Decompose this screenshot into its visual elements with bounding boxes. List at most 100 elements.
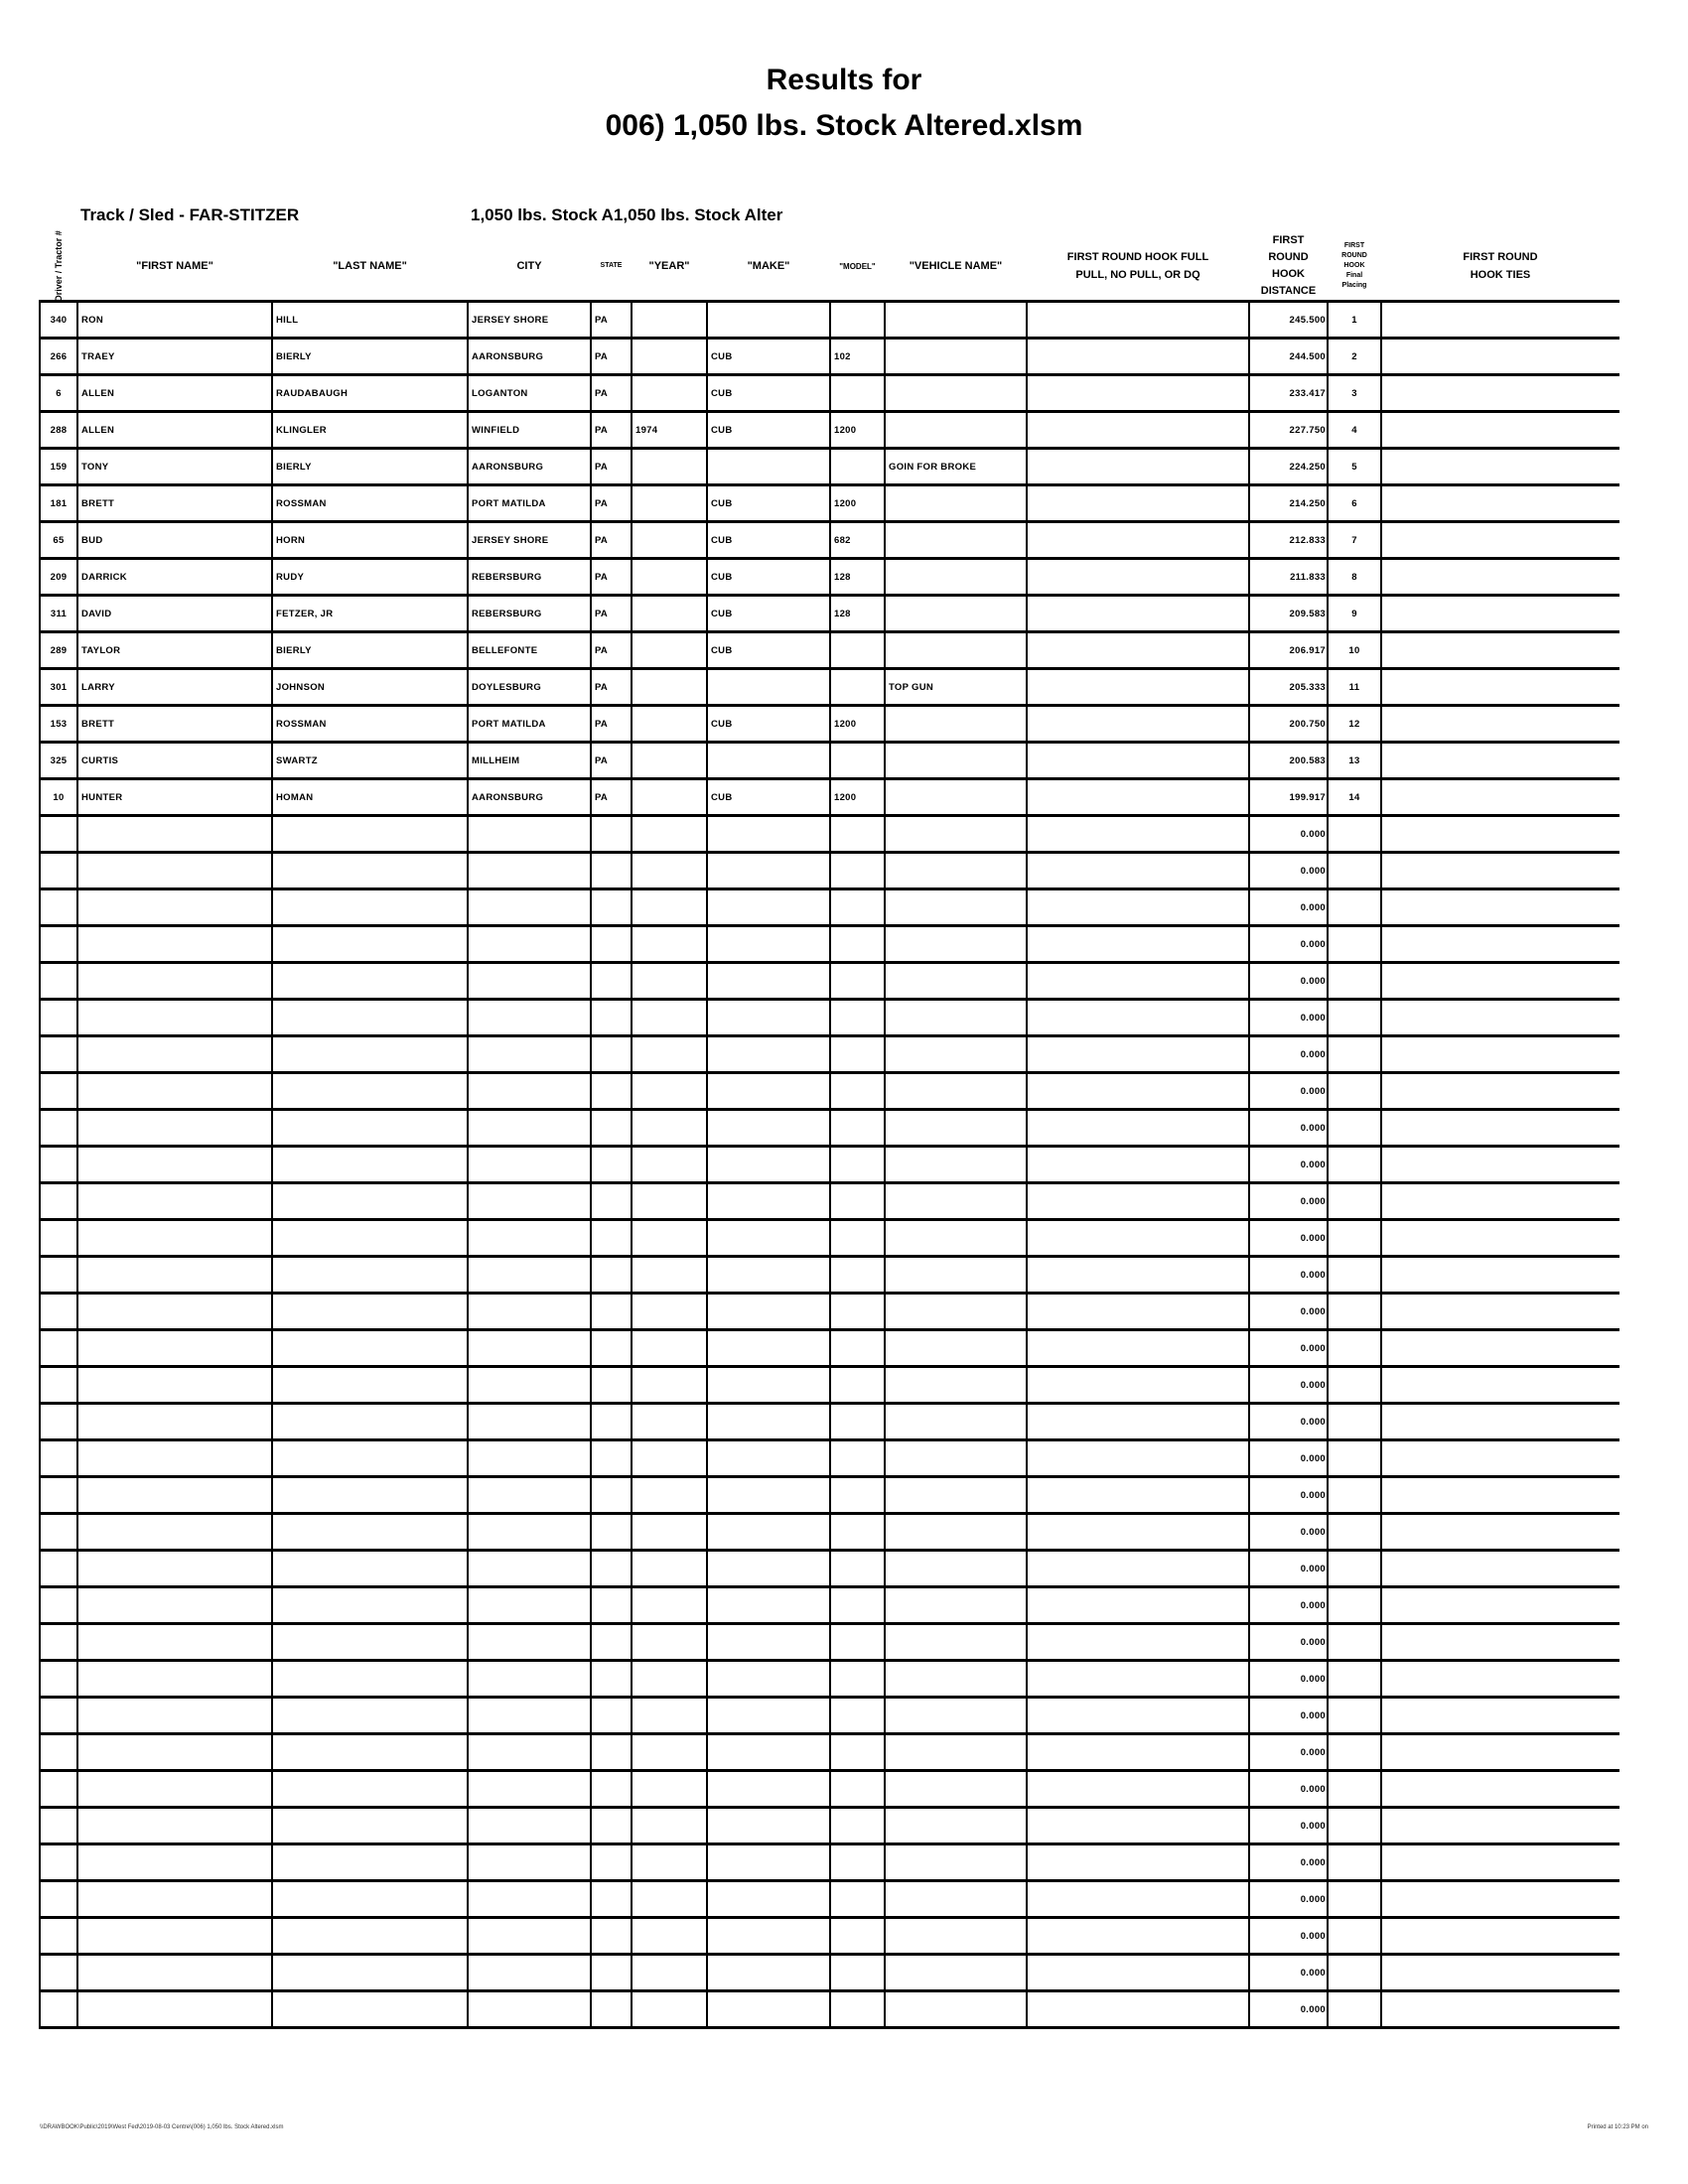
cell-state: PA: [590, 338, 632, 376]
cell-first-name: TRAEY: [76, 338, 272, 376]
col-header-make: "MAKE": [707, 232, 830, 303]
cell-state: [590, 1513, 632, 1552]
cell-year: [631, 1550, 707, 1588]
cell-year: [631, 1917, 707, 1956]
cell-driver-number: [39, 1990, 77, 2029]
cell-model: [829, 1807, 885, 1845]
cell-vehicle-name: TOP GUN: [884, 668, 1027, 707]
cell-ties: [1380, 1219, 1619, 1258]
cell-placing: 1: [1327, 301, 1381, 340]
cell-model: 682: [829, 521, 885, 560]
cell-make: [706, 1293, 830, 1331]
cell-placing: [1327, 1109, 1381, 1148]
cell-city: [467, 1623, 591, 1662]
cell-placing: [1327, 925, 1381, 964]
cell-driver-number: [39, 1439, 77, 1478]
cell-state: PA: [590, 705, 632, 744]
cell-placing: [1327, 1843, 1381, 1882]
cell-vehicle-name: [884, 925, 1027, 964]
cell-model: [829, 1880, 885, 1919]
cell-placing: 10: [1327, 631, 1381, 670]
cell-last-name: JOHNSON: [271, 668, 468, 707]
cell-driver-number: 6: [39, 374, 77, 413]
cell-last-name: [271, 1954, 468, 1992]
col-header-distance: FIRST ROUND HOOK DISTANCE: [1249, 232, 1328, 303]
cell-distance: 209.583: [1248, 595, 1328, 633]
cell-placing: [1327, 1917, 1381, 1956]
cell-placing: [1327, 1660, 1381, 1699]
table-row: 0.000: [39, 1476, 1619, 1515]
cell-pull-result: [1026, 1550, 1249, 1588]
table-row: 0.000: [39, 1954, 1619, 1992]
cell-year: [631, 742, 707, 780]
cell-last-name: BIERLY: [271, 448, 468, 486]
cell-ties: [1380, 742, 1619, 780]
cell-vehicle-name: [884, 558, 1027, 597]
cell-city: JERSEY SHORE: [467, 301, 591, 340]
cell-model: [829, 1917, 885, 1956]
cell-distance: 0.000: [1248, 1513, 1328, 1552]
cell-state: [590, 1182, 632, 1221]
cell-vehicle-name: [884, 1586, 1027, 1625]
cell-ties: [1380, 411, 1619, 450]
cell-distance: 0.000: [1248, 1072, 1328, 1111]
cell-ties: [1380, 1403, 1619, 1441]
cell-ties: [1380, 925, 1619, 964]
cell-pull-result: [1026, 558, 1249, 597]
cell-driver-number: [39, 1146, 77, 1184]
cell-driver-number: 153: [39, 705, 77, 744]
cell-city: [467, 1329, 591, 1368]
cell-last-name: [271, 1476, 468, 1515]
cell-distance: 0.000: [1248, 1880, 1328, 1919]
col-header-ties: FIRST ROUND HOOK TIES: [1381, 232, 1619, 303]
cell-last-name: [271, 1146, 468, 1184]
cell-driver-number: [39, 1843, 77, 1882]
cell-placing: [1327, 1182, 1381, 1221]
cell-first-name: BUD: [76, 521, 272, 560]
cell-make: [706, 1513, 830, 1552]
cell-year: [631, 668, 707, 707]
cell-distance: 227.750: [1248, 411, 1328, 450]
cell-last-name: [271, 925, 468, 964]
cell-first-name: [76, 1586, 272, 1625]
cell-ties: [1380, 1733, 1619, 1772]
cell-model: [829, 631, 885, 670]
cell-placing: [1327, 888, 1381, 927]
cell-last-name: [271, 1403, 468, 1441]
cell-year: [631, 1660, 707, 1699]
cell-vehicle-name: [884, 1219, 1027, 1258]
cell-first-name: DAVID: [76, 595, 272, 633]
cell-placing: [1327, 1770, 1381, 1809]
cell-driver-number: 325: [39, 742, 77, 780]
cell-first-name: [76, 1697, 272, 1735]
cell-first-name: [76, 1109, 272, 1148]
cell-pull-result: [1026, 521, 1249, 560]
cell-pull-result: [1026, 631, 1249, 670]
cell-ties: [1380, 1843, 1619, 1882]
table-row: 0.000: [39, 1586, 1619, 1625]
cell-pull-result: [1026, 411, 1249, 450]
cell-make: CUB: [706, 484, 830, 523]
cell-pull-result: [1026, 1917, 1249, 1956]
cell-vehicle-name: [884, 815, 1027, 854]
cell-state: [590, 1660, 632, 1699]
cell-make: [706, 1623, 830, 1662]
cell-placing: [1327, 1439, 1381, 1478]
cell-ties: [1380, 1660, 1619, 1699]
cell-last-name: [271, 1990, 468, 2029]
table-row: 0.000: [39, 1807, 1619, 1845]
cell-placing: [1327, 999, 1381, 1037]
cell-city: [467, 1146, 591, 1184]
cell-distance: 199.917: [1248, 778, 1328, 817]
cell-first-name: CURTIS: [76, 742, 272, 780]
cell-placing: [1327, 1513, 1381, 1552]
cell-city: [467, 1219, 591, 1258]
footer-print-time: Printed at 10:23 PM on: [1587, 2124, 1648, 2130]
cell-make: [706, 1733, 830, 1772]
cell-ties: [1380, 1182, 1619, 1221]
cell-make: [706, 1697, 830, 1735]
table-row: 0.000: [39, 1697, 1619, 1735]
cell-vehicle-name: [884, 1917, 1027, 1956]
cell-pull-result: [1026, 1329, 1249, 1368]
cell-model: 1200: [829, 705, 885, 744]
